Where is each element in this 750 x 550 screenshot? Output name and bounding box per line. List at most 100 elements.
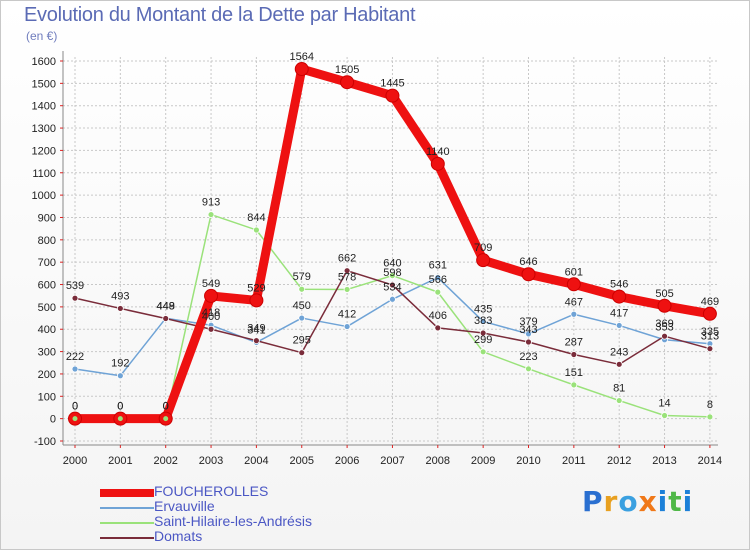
data-label: 598 bbox=[383, 267, 401, 279]
data-point bbox=[343, 267, 351, 275]
data-point bbox=[434, 324, 442, 332]
x-tick-label: 2011 bbox=[562, 455, 586, 467]
unit-label: (en €) bbox=[26, 29, 58, 43]
x-tick-label: 2007 bbox=[380, 455, 404, 467]
data-point bbox=[385, 88, 400, 103]
data-point bbox=[204, 288, 219, 303]
data-point bbox=[702, 306, 717, 321]
data-point-inner bbox=[163, 416, 169, 422]
y-tick-label: 700 bbox=[38, 257, 56, 269]
data-label: 151 bbox=[565, 367, 583, 379]
y-tick-label: 600 bbox=[38, 280, 56, 292]
data-point bbox=[294, 62, 309, 77]
data-label: 1140 bbox=[426, 146, 450, 158]
y-tick-label: 1500 bbox=[32, 78, 56, 90]
x-tick-label: 2010 bbox=[516, 455, 540, 467]
data-point bbox=[661, 412, 668, 419]
data-label: 709 bbox=[474, 242, 492, 254]
proxiti-logo: Proxiti bbox=[582, 485, 693, 518]
data-label: 341 bbox=[247, 324, 265, 336]
data-point bbox=[706, 345, 714, 353]
data-label: 0 bbox=[163, 401, 169, 413]
logo-letter: P bbox=[582, 485, 604, 518]
data-point bbox=[389, 272, 396, 279]
data-point bbox=[116, 372, 124, 380]
data-point bbox=[566, 277, 581, 292]
data-label: 546 bbox=[610, 279, 628, 291]
data-point bbox=[479, 318, 487, 325]
data-label: 631 bbox=[429, 260, 447, 272]
logo-letter: t bbox=[668, 485, 683, 518]
data-point bbox=[661, 332, 668, 340]
data-point bbox=[521, 267, 536, 282]
x-tick-label: 2000 bbox=[63, 455, 87, 467]
data-point-inner bbox=[117, 416, 123, 422]
data-label: 448 bbox=[157, 301, 175, 313]
data-point bbox=[615, 397, 623, 404]
x-tick-label: 2006 bbox=[335, 455, 359, 467]
data-label: 14 bbox=[658, 398, 670, 410]
data-point bbox=[389, 281, 396, 289]
data-label: 529 bbox=[247, 282, 265, 294]
data-label: 287 bbox=[565, 336, 583, 348]
legend-label: Domats bbox=[154, 528, 203, 544]
data-point bbox=[479, 348, 487, 356]
data-label: 467 bbox=[565, 296, 583, 308]
data-label: 353 bbox=[655, 322, 673, 334]
data-label: 1564 bbox=[290, 51, 314, 63]
data-point bbox=[570, 351, 578, 358]
data-label: 505 bbox=[655, 288, 673, 300]
data-label: 400 bbox=[202, 311, 220, 323]
data-point bbox=[434, 274, 442, 282]
data-label: 417 bbox=[610, 307, 628, 319]
data-point bbox=[71, 365, 79, 373]
data-point bbox=[476, 253, 491, 268]
data-label: 0 bbox=[117, 401, 123, 413]
data-label: 435 bbox=[474, 303, 492, 315]
y-tick-label: 1300 bbox=[32, 123, 56, 135]
data-label: 192 bbox=[111, 358, 129, 370]
data-point bbox=[434, 288, 442, 296]
data-label: 349 bbox=[247, 323, 265, 335]
data-label: 601 bbox=[565, 266, 583, 278]
y-tick-label: 0 bbox=[50, 414, 56, 426]
data-point bbox=[340, 75, 355, 90]
data-label: 412 bbox=[338, 309, 356, 321]
x-tick-label: 2013 bbox=[652, 455, 676, 467]
y-tick-label: 800 bbox=[38, 235, 56, 247]
data-label: 369 bbox=[655, 318, 673, 330]
data-label: 8 bbox=[707, 399, 713, 411]
x-tick-label: 2009 bbox=[471, 455, 495, 467]
data-point bbox=[615, 360, 623, 368]
data-point bbox=[116, 305, 124, 312]
data-point bbox=[525, 338, 532, 346]
data-label: 844 bbox=[247, 212, 265, 224]
legend-label: FOUCHEROLLES bbox=[154, 483, 269, 499]
data-label: 469 bbox=[701, 296, 719, 308]
x-tick-label: 2012 bbox=[607, 455, 631, 467]
data-label: 1445 bbox=[380, 78, 404, 90]
y-tick-label: 300 bbox=[38, 347, 56, 359]
data-label: 449 bbox=[157, 300, 175, 312]
data-label: 222 bbox=[66, 351, 84, 363]
data-point bbox=[207, 325, 215, 333]
data-point bbox=[706, 413, 714, 421]
chart-title: Evolution du Montant de la Dette par Hab… bbox=[24, 4, 416, 26]
y-tick-label: 500 bbox=[38, 302, 56, 314]
data-point bbox=[252, 337, 260, 345]
data-label: 0 bbox=[163, 401, 169, 413]
data-point bbox=[570, 381, 578, 389]
data-label: 81 bbox=[613, 383, 625, 395]
data-label: 343 bbox=[519, 324, 537, 336]
data-point bbox=[298, 285, 306, 293]
data-label: 0 bbox=[72, 401, 78, 413]
x-tick-label: 2003 bbox=[199, 455, 223, 467]
data-label: 534 bbox=[383, 281, 401, 293]
data-label: 646 bbox=[519, 256, 537, 268]
data-label: 223 bbox=[519, 351, 537, 363]
data-label: 335 bbox=[701, 326, 719, 338]
y-tick-label: 100 bbox=[38, 391, 56, 403]
data-point bbox=[615, 322, 623, 329]
data-label: 379 bbox=[519, 316, 537, 328]
